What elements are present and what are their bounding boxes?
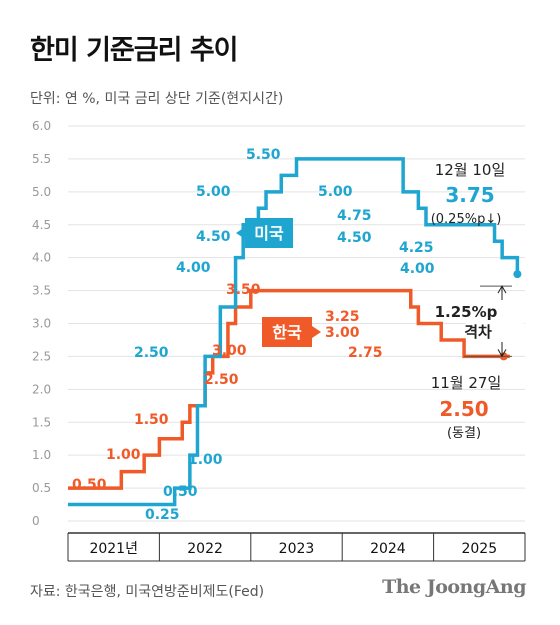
year-label: 2024 [370, 541, 406, 557]
us-data-label: 0.50 [163, 484, 198, 500]
gap-label-bg [466, 300, 524, 342]
gap-label-text: 격차 [464, 323, 492, 341]
chart-title: 한미 기준금리 추이 [30, 35, 239, 66]
korea-legend-tag-box [262, 317, 312, 347]
korea-end-note: (동결) [447, 426, 481, 441]
y-tick-label: 0 [32, 514, 40, 528]
us-end-value: 3.75 [445, 183, 494, 207]
year-label: 2022 [187, 541, 223, 557]
year-label: 2021년 [89, 541, 138, 557]
korea-data-label: 3.25 [325, 309, 360, 325]
us-data-label: 4.25 [399, 240, 434, 256]
y-tick-label: 0.5 [32, 481, 51, 495]
y-tick-label: 2.0 [32, 382, 51, 396]
us-data-label: 4.00 [176, 260, 211, 276]
source-note: 자료: 한국은행, 미국연방준비제도(Fed) [30, 584, 265, 600]
us-data-label: 4.00 [400, 261, 435, 277]
gap-label-value: 1.25%p [435, 303, 498, 321]
korea-legend-tag-text: 한국 [272, 323, 302, 342]
series-line-us [68, 157, 520, 507]
us-data-label: 4.50 [196, 229, 231, 245]
y-tick-label: 6.0 [32, 119, 51, 133]
us-data-label: 5.50 [246, 147, 281, 163]
korea-data-label: 0.50 [72, 477, 107, 493]
us-legend-tag-pointer [236, 227, 245, 239]
us-data-label: 5.00 [196, 184, 231, 200]
year-label: 2025 [461, 541, 497, 557]
y-tick-label: 5.0 [32, 185, 51, 199]
korea-data-label: 1.50 [134, 412, 169, 428]
us-data-label: 4.50 [337, 230, 372, 246]
brand-logo: The JoongAng [382, 576, 526, 598]
korea-end-date: 11월 27일 [431, 374, 502, 392]
us-legend-tag-text: 미국 [254, 224, 284, 243]
korea-data-label: 1.00 [106, 447, 141, 463]
us-data-label: 5.00 [318, 184, 353, 200]
us-end-note: (0.25%p↓) [431, 212, 502, 227]
us-legend-tag-box [245, 218, 293, 248]
korea-end-value: 2.50 [439, 397, 488, 421]
korea-legend-tag-pointer [312, 326, 321, 338]
korea-data-label: 3.00 [212, 343, 247, 359]
korea-data-label: 3.00 [325, 325, 360, 341]
us-data-label: 0.25 [145, 507, 180, 523]
y-tick-label: 5.5 [32, 152, 51, 166]
korea-data-label: 2.50 [204, 372, 239, 388]
unit-note: 단위: 연 %, 미국 금리 상단 기준(현지시간) [30, 91, 284, 107]
y-tick-label: 1.5 [32, 415, 51, 429]
us-end-date: 12월 10일 [435, 161, 506, 179]
y-tick-label: 3.0 [32, 317, 51, 331]
gap-arrow-up [497, 285, 507, 294]
y-tick-label: 1.0 [32, 448, 51, 462]
y-tick-label: 2.5 [32, 349, 51, 363]
y-tick-label: 4.5 [32, 218, 51, 232]
us-data-label: 4.75 [337, 208, 372, 224]
korea-data-label: 3.50 [226, 282, 261, 298]
y-tick-label: 4.0 [32, 251, 51, 265]
year-label: 2023 [279, 541, 315, 557]
y-tick-label: 3.5 [32, 284, 51, 298]
us-data-label: 1.00 [188, 452, 223, 468]
us-end-marker [513, 270, 522, 279]
korea-data-label: 2.75 [348, 345, 383, 361]
gap-arrow-down [497, 349, 507, 358]
us-data-label: 2.50 [134, 345, 169, 361]
